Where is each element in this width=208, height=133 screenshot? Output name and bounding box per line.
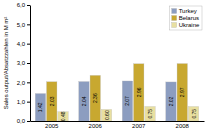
y-tick-label: 2,0 [17,80,26,86]
x-axis-line [31,121,205,122]
data-label: 2.02 [168,96,174,106]
bar [101,109,111,121]
y-tick: 2,0 [17,80,30,86]
y-tick-mark [27,5,30,6]
y-tick: 3,0 [17,60,30,66]
y-tick-label: 3,0 [17,60,26,66]
y-tick: 5,0 [17,22,30,28]
data-label: 2.96 [136,87,142,97]
y-tick-mark [27,102,30,103]
legend: TurkeyBelarusUkraine [170,6,202,30]
x-tick: 2008 [176,123,190,129]
bar [35,94,45,121]
data-label: 0.60 [104,110,110,120]
data-label: 0.75 [191,109,197,119]
legend-label: Belarus [179,15,199,21]
plot: 0,0 1,0 2,0 3,0 4,0 5,0 6,0 2005 2006 2007 2008 1.4… [17,2,205,129]
y-axis: 0,0 1,0 2,0 3,0 4,0 5,0 6,0 [17,2,31,124]
y-tick-label: 0,0 [17,118,26,124]
data-label: 1.42 [37,102,43,112]
y-tick: 0,0 [17,118,30,124]
bar [90,75,100,121]
bars [35,64,198,121]
y-tick-mark [27,63,30,64]
data-label: 0.48 [60,111,66,121]
x-axis: 2005 2006 2007 2008 [31,122,205,130]
data-label: 2.03 [49,96,55,106]
data-label: 2.36 [92,93,98,103]
data-label: 2.04 [81,96,87,106]
y-tick-label: 6,0 [17,2,26,8]
bar [145,107,155,122]
data-label: 2.07 [124,96,130,106]
y-tick-label: 5,0 [17,22,26,28]
y-tick-mark [27,82,30,83]
y-tick-label: 4,0 [17,41,26,47]
legend-swatch [172,23,177,28]
bar [122,81,132,121]
bar [47,82,57,121]
bar [79,82,89,121]
x-tick: 2006 [89,123,103,129]
bar [188,107,198,122]
y-tick-mark [27,24,30,25]
y-tick-label: 1,0 [17,99,26,105]
y-tick-mark [27,121,30,122]
data-label: 0.75 [147,109,153,119]
bar [134,64,144,121]
bar [166,82,176,121]
legend-label: Ukraine [179,22,200,28]
y-tick: 4,0 [17,41,30,47]
x-tick: 2005 [45,123,59,129]
y-tick: 1,0 [17,99,30,105]
x-tick-label: 2006 [89,123,103,129]
legend-swatch [172,16,177,21]
bar [177,64,187,121]
y-axis-line [30,6,31,122]
data-labels: 1.42 2.04 2.07 2.02 2.03 2.36 2.96 2.97 0.48 0.60… [37,87,196,121]
x-tick-label: 2007 [132,123,146,129]
x-tick-label: 2008 [176,123,190,129]
legend-label: Turkey [179,8,197,14]
chart: 0,0 1,0 2,0 3,0 4,0 5,0 6,0 2005 2006 2007 2008 1.4… [0,0,208,133]
bar [58,112,68,121]
legend-frame [170,6,202,30]
y-tick-mark [27,44,30,45]
legend-swatch [172,9,177,14]
y-tick: 6,0 [17,2,30,8]
x-tick: 2007 [132,123,146,129]
y-axis-title: Sales output/Absatzzahlen in M m² [3,17,9,110]
x-tick-label: 2005 [45,123,59,129]
data-label: 2.97 [179,87,185,97]
